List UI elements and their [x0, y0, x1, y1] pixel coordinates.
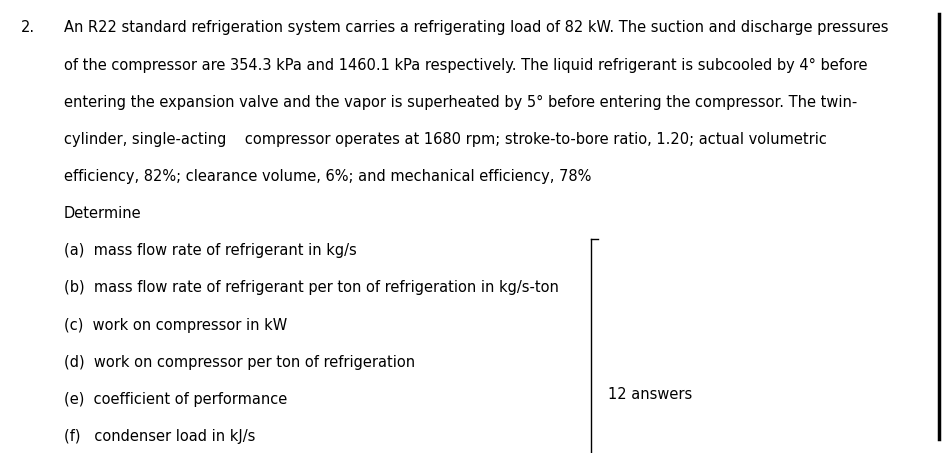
Text: efficiency, 82%; clearance volume, 6%; and mechanical efficiency, 78%: efficiency, 82%; clearance volume, 6%; a…	[64, 169, 592, 184]
Text: (b)  mass flow rate of refrigerant per ton of refrigeration in kg/s-ton: (b) mass flow rate of refrigerant per to…	[64, 280, 559, 295]
Text: An R22 standard refrigeration system carries a refrigerating load of 82 kW. The : An R22 standard refrigeration system car…	[64, 20, 888, 35]
Text: Determine: Determine	[64, 206, 141, 221]
Text: of the compressor are 354.3 kPa and 1460.1 kPa respectively. The liquid refriger: of the compressor are 354.3 kPa and 1460…	[64, 58, 868, 72]
Text: 2.: 2.	[21, 20, 35, 35]
Text: entering the expansion valve and the vapor is superheated by 5° before entering : entering the expansion valve and the vap…	[64, 95, 857, 110]
Text: (c)  work on compressor in kW: (c) work on compressor in kW	[64, 318, 287, 333]
Text: (e)  coefficient of performance: (e) coefficient of performance	[64, 392, 287, 407]
Text: (f)   condenser load in kJ/s: (f) condenser load in kJ/s	[64, 429, 255, 444]
Text: (d)  work on compressor per ton of refrigeration: (d) work on compressor per ton of refrig…	[64, 355, 415, 370]
Text: (a)  mass flow rate of refrigerant in kg/s: (a) mass flow rate of refrigerant in kg/…	[64, 243, 357, 258]
Text: 12 answers: 12 answers	[608, 387, 691, 402]
Text: cylinder, single-acting    compressor operates at 1680 rpm; stroke-to-bore ratio: cylinder, single-acting compressor opera…	[64, 132, 827, 147]
